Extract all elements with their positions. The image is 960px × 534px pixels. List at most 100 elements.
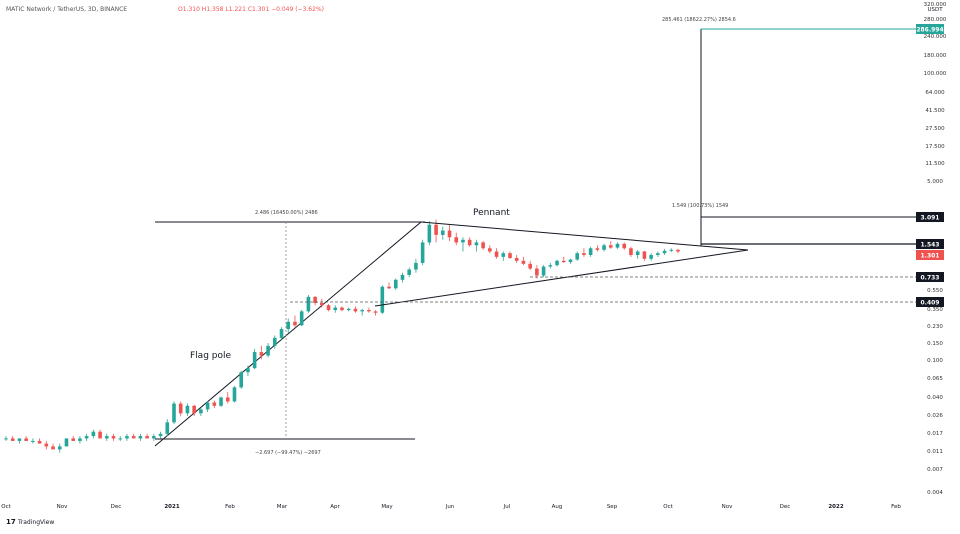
candle-body: [131, 436, 136, 439]
target-measure-label: 1.549 (100.73%) 1549: [672, 203, 728, 209]
price-tag: [916, 239, 944, 249]
candle-body: [185, 405, 190, 414]
x-tick-label: Nov: [722, 504, 733, 510]
y-tick-label: 0.026: [927, 413, 943, 419]
candle-body: [17, 438, 22, 441]
candle-body: [273, 337, 277, 346]
candle-body: [145, 436, 149, 439]
candle-body: [481, 242, 485, 249]
x-tick-label: 2022: [828, 504, 843, 510]
candle-body: [51, 446, 55, 450]
drawings-layer: Pennant Flag pole 2.486 (16450.00%) 2486…: [155, 17, 916, 456]
candle-body: [595, 248, 600, 250]
candle-body: [669, 249, 674, 251]
y-tick-label: 240.000: [924, 34, 947, 40]
candle-body: [172, 403, 176, 423]
x-tick-label: Jul: [503, 504, 511, 510]
price-tag-label: 1.543: [921, 242, 940, 249]
candle-body: [420, 242, 425, 263]
candle-body: [467, 239, 472, 246]
candle-body: [575, 253, 579, 260]
candle-body: [219, 397, 223, 406]
y-tick-label: 64.000: [925, 90, 945, 96]
candle-body: [400, 274, 405, 280]
y-tick-label: 320.000: [924, 2, 947, 8]
candle-body: [239, 372, 243, 388]
y-tick-label: 0.100: [927, 358, 943, 364]
chart-header: MATIC Network / TetherUS, 3D, BINANCE O1…: [6, 6, 324, 13]
candle-body: [494, 251, 499, 257]
candle-body: [588, 248, 593, 255]
y-tick-label: 0.065: [927, 376, 943, 382]
candles-layer: [4, 219, 680, 453]
price-tag: [916, 24, 944, 34]
candle-body: [393, 279, 398, 289]
candle-body: [414, 262, 418, 270]
candle-body: [232, 387, 237, 402]
candle-body: [178, 403, 183, 414]
y-tick-label: 180.000: [924, 53, 947, 59]
candle-body: [4, 438, 8, 440]
price-tag: [916, 212, 944, 222]
symbol-text: MATIC Network / TetherUS, 3D, BINANCE: [6, 6, 127, 13]
candle-body: [635, 251, 640, 255]
candle-body: [454, 237, 459, 243]
candle-body: [528, 263, 532, 269]
candle-body: [380, 286, 385, 313]
candle-body: [602, 245, 606, 250]
candle-body: [521, 260, 526, 264]
tradingview-branding: 17 TradingView: [6, 518, 54, 526]
price-tag-label: 0.733: [921, 275, 940, 282]
candle-body: [125, 436, 129, 439]
candle-body: [326, 305, 331, 311]
candle-body: [10, 438, 15, 441]
y-tick-label: 0.350: [927, 307, 943, 313]
price-tag-label: 0.409: [921, 300, 940, 307]
candle-body: [246, 368, 250, 373]
candle-body: [313, 296, 317, 303]
price-tag: [916, 250, 944, 260]
candle-body: [387, 286, 391, 289]
candle-body: [84, 436, 89, 439]
candle-body: [158, 433, 163, 437]
price-tag: [916, 272, 944, 282]
ohlc-text: O1.310 H1.358 L1.221 C1.301 −0.049 (−3.6…: [178, 6, 324, 13]
projection-label: 285.461 (18622.27%) 2854.6: [662, 17, 736, 23]
x-axis[interactable]: Oct Nov Dec 2021 Feb Mar Apr May Jun Jul Aug Sep Oct…: [1, 504, 901, 510]
candle-body: [441, 230, 445, 235]
x-tick-label: Aug: [552, 504, 563, 510]
pennant-lower-line: [374, 249, 749, 307]
candle-body: [434, 224, 438, 235]
candle-body: [91, 431, 96, 437]
candle-body: [353, 308, 358, 312]
candle-body: [568, 259, 573, 263]
candle-body: [138, 436, 143, 439]
x-tick-label: 2021: [164, 504, 179, 510]
tradingview-name: TradingView: [17, 519, 54, 526]
candle-body: [642, 251, 647, 259]
candle-body: [488, 248, 492, 252]
price-tags: 286.994 3.091 1.543 1.301 0.733 0.409: [916, 24, 944, 307]
candle-body: [407, 269, 411, 275]
y-tick-label: 27.500: [925, 126, 945, 132]
candle-body: [192, 405, 196, 414]
y-tick-label: 0.150: [927, 341, 943, 347]
candle-body: [286, 321, 291, 330]
candle-body: [629, 248, 633, 255]
candle-body: [44, 443, 49, 447]
y-tick-label: 0.040: [927, 395, 943, 401]
candle-body: [37, 440, 42, 444]
candle-body: [367, 310, 371, 312]
y-tick-label: 100.000: [924, 71, 947, 77]
candle-body: [427, 224, 432, 243]
candle-body: [320, 302, 324, 306]
candle-body: [306, 296, 311, 312]
candle-body: [501, 253, 506, 257]
candle-body: [98, 431, 102, 439]
candle-body: [24, 438, 28, 441]
candle-body: [165, 422, 170, 434]
x-tick-label: Mar: [277, 504, 288, 510]
candle-body: [293, 321, 297, 326]
candle-body: [609, 245, 613, 248]
